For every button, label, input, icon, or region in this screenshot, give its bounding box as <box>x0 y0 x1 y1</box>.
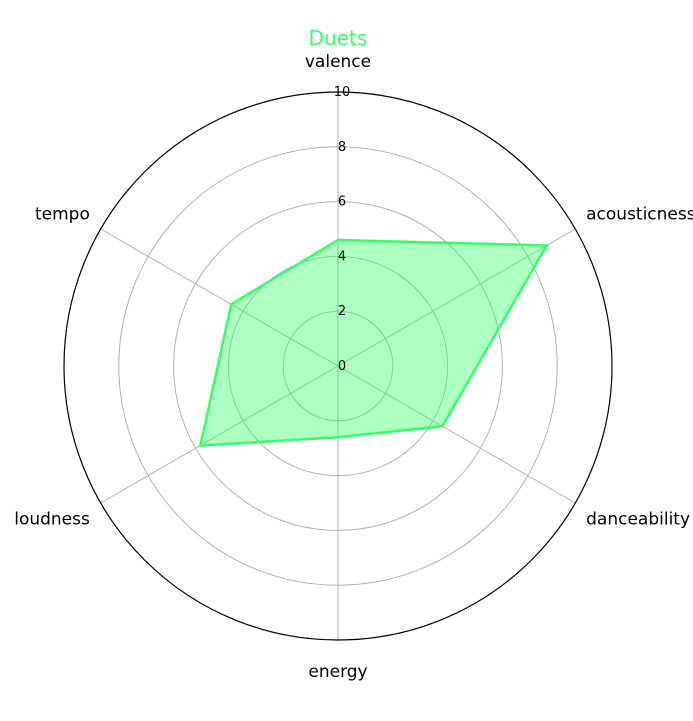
data-point-tempo <box>230 303 233 306</box>
r-tick-label-0: 0 <box>338 359 346 374</box>
r-tick-label-8: 8 <box>338 140 346 155</box>
axis-label-tempo: tempo <box>35 205 90 225</box>
data-point-valence <box>336 238 340 242</box>
label-layer: valence acousticness danceability energy lou… <box>14 52 693 682</box>
grid-layer <box>63 91 613 641</box>
axis-label-valence: valence <box>305 52 371 72</box>
axis-label-acousticness: acousticness <box>586 205 693 225</box>
axis-label-energy: energy <box>308 662 367 682</box>
r-tick-label-2: 2 <box>338 304 346 319</box>
data-point-danceability <box>441 425 444 428</box>
tick-layer: 0 2 4 6 8 10 <box>334 85 351 374</box>
r-tick-label-10: 10 <box>334 85 351 100</box>
outer-frame <box>63 91 613 641</box>
data-point-energy <box>336 436 340 439</box>
spoke-tempo <box>100 228 339 367</box>
spoke-acousticness <box>337 228 576 367</box>
axis-label-loudness: loudness <box>14 510 90 530</box>
r-tick-label-4: 4 <box>338 249 346 264</box>
data-point-loudness <box>199 444 202 447</box>
spoke-loudness <box>100 365 339 504</box>
axis-label-danceability: danceability <box>586 510 690 530</box>
data-point-acousticness <box>545 244 549 247</box>
r-tick-label-6: 6 <box>338 195 346 210</box>
spoke-danceability <box>337 365 576 504</box>
series-layer <box>198 238 549 447</box>
chart-title: Duets <box>309 26 368 50</box>
